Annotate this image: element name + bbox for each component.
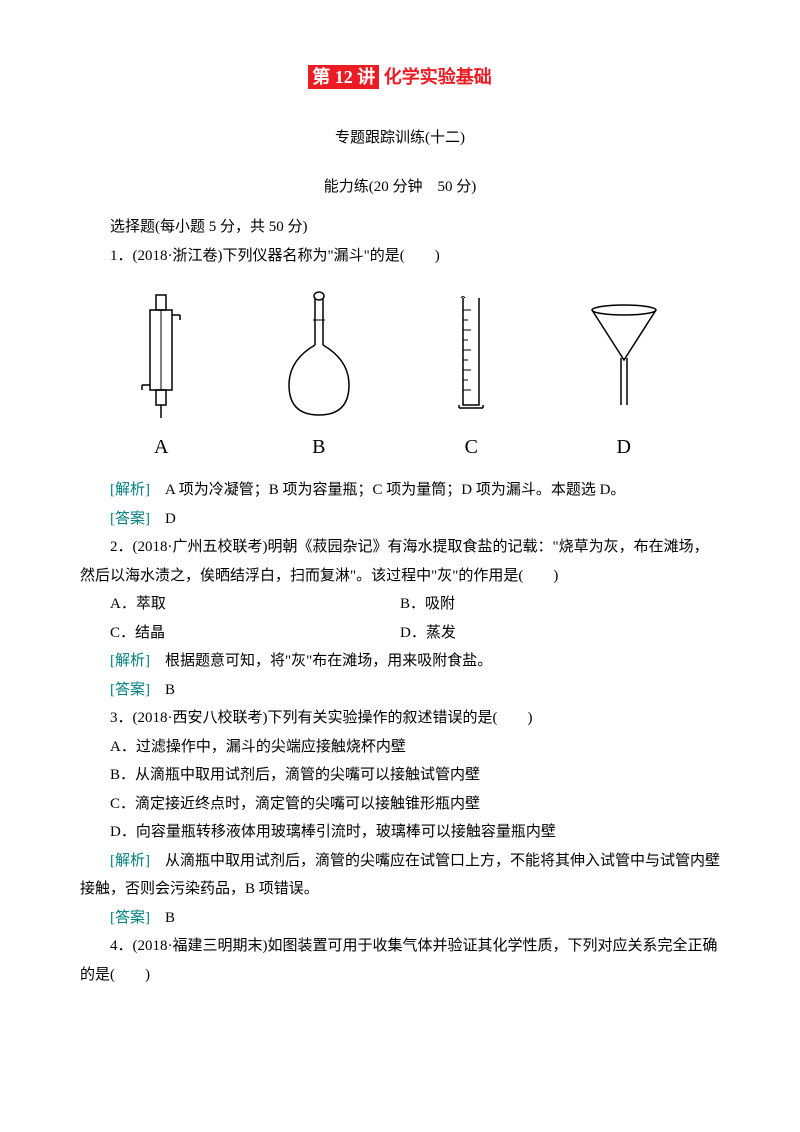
subtitle: 专题跟踪训练(十二) bbox=[80, 124, 720, 153]
title-rest: 化学实验基础 bbox=[379, 67, 492, 87]
q2-opt-b: B．吸附 bbox=[400, 590, 720, 619]
page-title: 第 12 讲 化学实验基础 bbox=[80, 60, 720, 94]
q1-figure-row: A B C bbox=[90, 290, 710, 466]
volumetric-flask-icon bbox=[279, 290, 359, 420]
q1-label-a: A bbox=[154, 428, 168, 466]
funnel-icon bbox=[584, 290, 664, 420]
q2-opt-a: A．萃取 bbox=[80, 590, 400, 619]
q2-stem: 2．(2018·广州五校联考)明朝《菽园杂记》有海水提取食盐的记载："烧草为灰，… bbox=[80, 533, 720, 590]
q1-answer-row: [答案] D bbox=[80, 505, 720, 534]
graduated-cylinder-icon bbox=[451, 290, 491, 420]
answer-label: [答案] bbox=[110, 910, 150, 926]
q4-stem: 4．(2018·福建三明期末)如图装置可用于收集气体并验证其化学性质，下列对应关… bbox=[80, 932, 720, 989]
analysis-label: [解析] bbox=[110, 482, 150, 498]
answer-label: [答案] bbox=[110, 511, 150, 527]
q1-stem: 1．(2018·浙江卷)下列仪器名称为"漏斗"的是( ) bbox=[80, 242, 720, 271]
q3-answer: B bbox=[150, 910, 175, 926]
analysis-label: [解析] bbox=[110, 853, 150, 869]
q2-opt-d: D．蒸发 bbox=[400, 619, 720, 648]
q1-label-d: D bbox=[617, 428, 631, 466]
answer-label: [答案] bbox=[110, 682, 150, 698]
q1-fig-c: C bbox=[451, 290, 491, 466]
analysis-label: [解析] bbox=[110, 653, 150, 669]
q3-opt-b: B．从滴瓶中取用试剂后，滴管的尖嘴可以接触试管内壁 bbox=[80, 761, 720, 790]
q2-analysis: 根据题意可知，将"灰"布在滩场，用来吸附食盐。 bbox=[150, 653, 492, 669]
q1-fig-b: B bbox=[279, 290, 359, 466]
q2-opt-c: C．结晶 bbox=[80, 619, 400, 648]
q2-answer: B bbox=[150, 682, 175, 698]
q1-answer: D bbox=[150, 511, 176, 527]
q2-opts-cd: C．结晶 D．蒸发 bbox=[80, 619, 720, 648]
q1-analysis: A 项为冷凝管；B 项为容量瓶；C 项为量筒；D 项为漏斗。本题选 D。 bbox=[150, 482, 625, 498]
q2-answer-row: [答案] B bbox=[80, 676, 720, 705]
q1-label-c: C bbox=[465, 428, 478, 466]
condenser-icon bbox=[136, 290, 186, 420]
q3-analysis-row: [解析] 从滴瓶中取用试剂后，滴管的尖嘴应在试管口上方，不能将其伸入试管中与试管… bbox=[80, 847, 720, 904]
q1-analysis-row: [解析] A 项为冷凝管；B 项为容量瓶；C 项为量筒；D 项为漏斗。本题选 D… bbox=[80, 476, 720, 505]
q3-answer-row: [答案] B bbox=[80, 904, 720, 933]
q1-fig-d: D bbox=[584, 290, 664, 466]
q3-stem: 3．(2018·西安八校联考)下列有关实验操作的叙述错误的是( ) bbox=[80, 704, 720, 733]
title-box: 第 12 讲 bbox=[308, 65, 379, 89]
subhead: 能力练(20 分钟 50 分) bbox=[80, 173, 720, 202]
q3-opt-d: D．向容量瓶转移液体用玻璃棒引流时，玻璃棒可以接触容量瓶内壁 bbox=[80, 818, 720, 847]
q2-analysis-row: [解析] 根据题意可知，将"灰"布在滩场，用来吸附食盐。 bbox=[80, 647, 720, 676]
q1-label-b: B bbox=[312, 428, 325, 466]
q1-fig-a: A bbox=[136, 290, 186, 466]
q3-opt-c: C．滴定接近终点时，滴定管的尖嘴可以接触锥形瓶内壁 bbox=[80, 790, 720, 819]
q2-opts-ab: A．萃取 B．吸附 bbox=[80, 590, 720, 619]
intro: 选择题(每小题 5 分，共 50 分) bbox=[80, 213, 720, 242]
q3-analysis: 从滴瓶中取用试剂后，滴管的尖嘴应在试管口上方，不能将其伸入试管中与试管内壁接触，… bbox=[80, 853, 720, 898]
q3-opt-a: A．过滤操作中，漏斗的尖端应接触烧杯内壁 bbox=[80, 733, 720, 762]
